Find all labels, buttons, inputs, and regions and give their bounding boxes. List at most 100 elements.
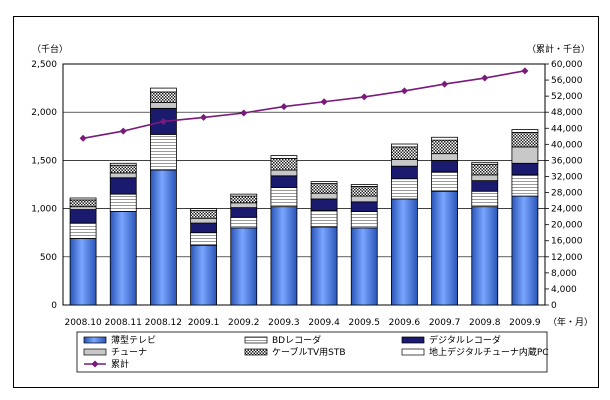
legend-line-marker [91,360,99,368]
cumulative-point [441,80,449,88]
bar-segment-1 [511,195,539,306]
bar-segment-2 [190,232,217,246]
bar-segment-4 [190,217,217,224]
bar-segment-1 [109,211,137,306]
plot-area [62,63,546,306]
y-left-tick-label: 0 [51,301,57,311]
y-right-tick-label: 36,000 [551,156,583,166]
bar-segment-5 [391,146,418,160]
bar-segment-2 [350,211,378,229]
legend-swatch [83,348,107,356]
bar-segment-6 [109,162,137,166]
bar-segment-6 [310,181,338,184]
bar-segment-1 [471,206,499,306]
bar-segment-2 [109,193,137,212]
legend-label: 地上デジタルチューナ内蔵PC [429,346,549,358]
bar-segment-2 [230,216,258,229]
bar-segment-4 [109,172,137,179]
bar-segment-6 [391,143,418,148]
bar-segment-2 [471,190,499,208]
x-tick-label: 2009.6 [389,318,421,328]
x-tick-label: 2009.9 [509,318,541,328]
y-right-tick-label: 20,000 [551,221,583,231]
bar-segment-4 [431,153,458,161]
bar-segment-6 [190,208,217,211]
bar-segment-4 [350,195,378,203]
bar-segment-4 [69,206,97,210]
bar-segment-2 [511,174,539,197]
cumulative-point [159,117,167,125]
bar-segment-4 [310,192,338,200]
legend-label: 薄型テレビ [111,334,156,346]
bar-segment-5 [431,139,458,155]
y-left-tick-label: 2,000 [31,108,57,118]
bar-segment-3 [310,198,338,211]
bar-segment-6 [431,136,458,141]
legend-swatch [401,348,425,356]
bar-segment-5 [471,163,499,176]
y-right-tick-label: 56,000 [551,76,583,86]
x-tick-label: 2009.3 [268,318,300,328]
legend-label: BDレコーダ [272,334,321,346]
y-right-tick-label: 12,000 [551,253,583,263]
bar-segment-4 [270,169,298,177]
bar-segment-1 [270,206,298,306]
cumulative-point [240,109,248,117]
y-right-tick-label: 60,000 [551,60,583,70]
bar-segment-6 [511,129,539,133]
y-left-tick-label: 2,500 [31,60,57,70]
bar-segment-4 [230,202,258,209]
bar-segment-2 [69,222,97,239]
bar-segment-4 [511,146,539,164]
x-tick-label: 2009.8 [469,318,501,328]
bar-segment-3 [190,222,217,234]
cumulative-point [360,93,368,101]
y-right-tick-label: 52,000 [551,92,583,102]
bar-segment-6 [230,193,258,197]
x-tick-label: 2008.10 [64,318,101,328]
bar-segment-6 [471,161,499,165]
x-tick-label: 2009.5 [349,318,381,328]
y-right-tick-label: 32,000 [551,172,583,182]
x-axis-label: （年・月） [548,316,593,328]
y-axis-right-label: （累計・千台） [527,43,590,55]
x-tick-label: 2008.11 [105,318,142,328]
bar-segment-2 [391,178,418,200]
y-left-tick-label: 1,500 [31,156,57,166]
legend-box [76,331,548,373]
y-right-tick-label: 8,000 [551,269,577,279]
bar-segment-1 [310,226,338,306]
bar-segment-2 [270,186,298,208]
x-tick-label: 2009.4 [308,318,340,328]
bar-segment-5 [150,91,177,103]
y-right-tick-label: 40,000 [551,140,583,150]
y-right-tick-label: 28,000 [551,189,583,199]
bar-segment-5 [230,195,258,204]
bar-segment-6 [150,87,177,93]
y-right-tick-label: 24,000 [551,205,583,215]
x-tick-label: 2009.1 [188,318,220,328]
bar-segment-1 [431,190,458,306]
bar-segment-6 [69,197,97,201]
bar-segment-5 [69,199,97,208]
bar-segment-1 [190,244,217,306]
bar-segment-4 [150,102,177,109]
bar-segment-2 [431,171,458,192]
y-left-tick-label: 500 [40,253,57,263]
bar-segment-3 [431,159,458,173]
legend-swatch [244,348,268,356]
bar-segment-1 [150,169,177,306]
cumulative-point [119,127,127,135]
y-left-tick-label: 1,000 [31,205,57,215]
bar-segment-3 [230,207,258,218]
cumulative-point [280,103,288,111]
cumulative-point [481,74,489,82]
bar-segment-2 [310,210,338,228]
bar-segment-4 [471,174,499,182]
bar-segment-1 [230,227,258,306]
bar-segment-1 [69,238,97,306]
legend-swatch [244,336,268,344]
bar-segment-3 [350,201,378,212]
